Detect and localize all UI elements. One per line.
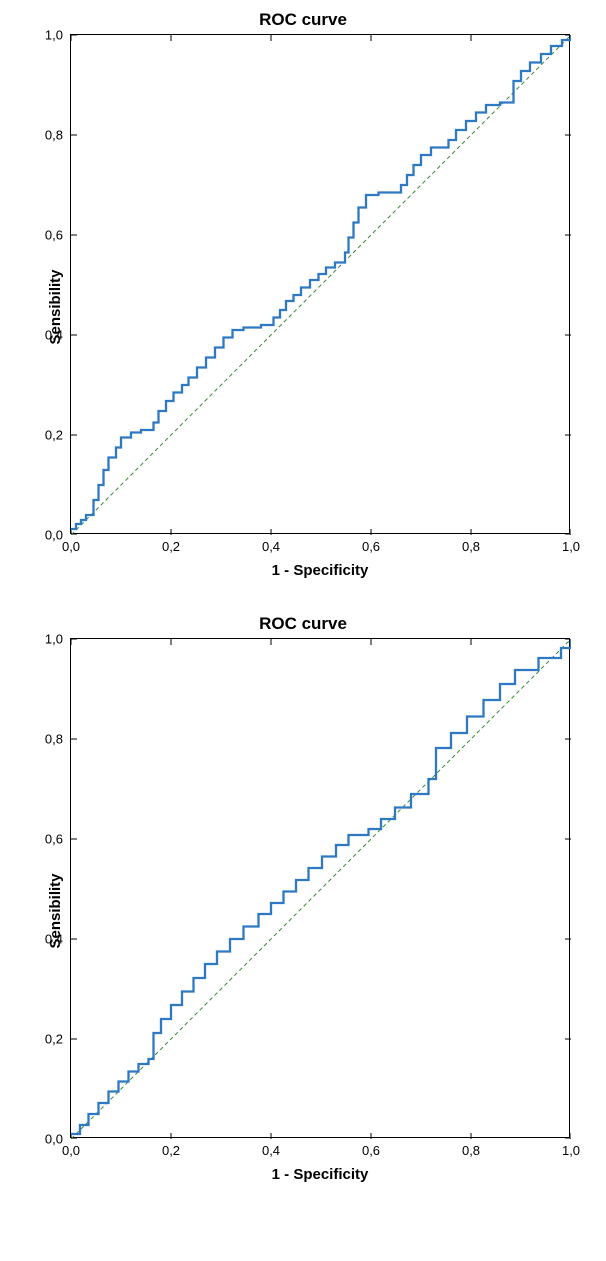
x-tick-label: 0,2 — [162, 539, 180, 554]
roc-bottom: ROC curveSensibility0,00,20,40,60,81,00,… — [10, 614, 596, 1183]
y-tick-label: 0,6 — [45, 228, 63, 243]
plot-svg — [71, 639, 571, 1139]
x-tick-label: 0,6 — [362, 539, 380, 554]
x-tick-label: 0,4 — [262, 539, 280, 554]
roc-top: ROC curveSensibility0,00,20,40,60,81,00,… — [10, 10, 596, 579]
plot: 0,00,20,40,60,81,00,00,20,40,60,81,0 — [70, 34, 570, 534]
x-tick-label: 0,6 — [362, 1143, 380, 1158]
y-tick-label: 0,4 — [45, 328, 63, 343]
diagonal-reference-line — [71, 35, 571, 535]
roc-line — [71, 35, 571, 529]
x-tick-label: 0,0 — [62, 1143, 80, 1158]
chart-area: Sensibility0,00,20,40,60,81,00,00,20,40,… — [70, 34, 570, 579]
y-tick-label: 0,6 — [45, 832, 63, 847]
chart-title: ROC curve — [10, 10, 596, 30]
y-tick-label: 0,0 — [45, 528, 63, 543]
page: ROC curveSensibility0,00,20,40,60,81,00,… — [0, 0, 606, 1238]
x-tick-label: 0,4 — [262, 1143, 280, 1158]
x-tick-label: 1,0 — [562, 539, 580, 554]
x-tick-label: 0,8 — [462, 1143, 480, 1158]
x-tick-label: 0,2 — [162, 1143, 180, 1158]
x-tick-label: 1,0 — [562, 1143, 580, 1158]
chart-area: Sensibility0,00,20,40,60,81,00,00,20,40,… — [70, 638, 570, 1183]
roc-line — [71, 639, 571, 1134]
y-tick-label: 0,2 — [45, 428, 63, 443]
y-tick-label: 0,4 — [45, 932, 63, 947]
plot: 0,00,20,40,60,81,00,00,20,40,60,81,0 — [70, 638, 570, 1138]
chart-title: ROC curve — [10, 614, 596, 634]
y-tick-label: 0,0 — [45, 1132, 63, 1147]
y-tick-label: 0,8 — [45, 128, 63, 143]
plot-svg — [71, 35, 571, 535]
x-axis-label: 1 - Specificity — [70, 1166, 570, 1183]
x-tick-label: 0,8 — [462, 539, 480, 554]
y-tick-label: 1,0 — [45, 28, 63, 43]
x-axis-label: 1 - Specificity — [70, 562, 570, 579]
y-tick-label: 0,8 — [45, 732, 63, 747]
y-tick-label: 1,0 — [45, 632, 63, 647]
x-tick-label: 0,0 — [62, 539, 80, 554]
y-tick-label: 0,2 — [45, 1032, 63, 1047]
